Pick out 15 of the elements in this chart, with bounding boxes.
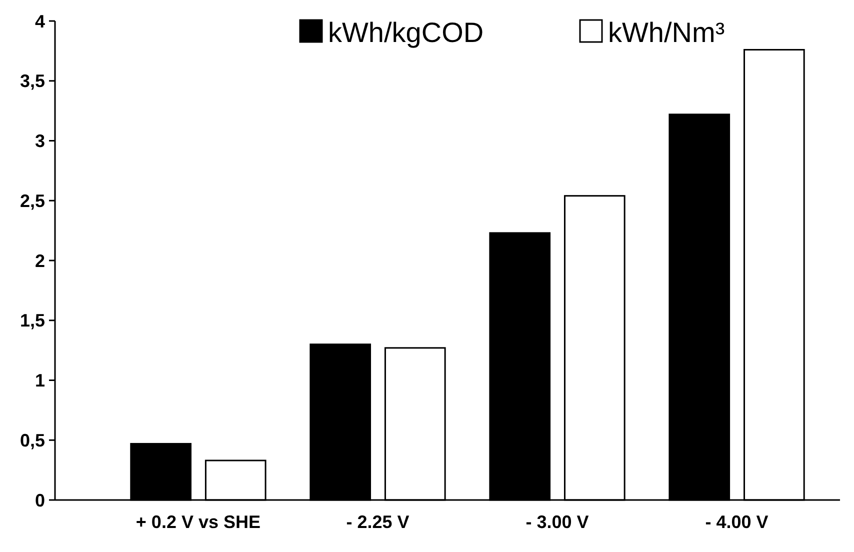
y-tick-label: 1 [34,370,45,391]
y-tick-label: 0,5 [20,430,45,450]
x-tick-label: - 3.00 V [526,512,589,532]
x-tick-label: - 4.00 V [705,512,768,532]
x-tick-label: + 0.2 V vs SHE [136,512,261,532]
y-tick-label: 0 [34,490,45,510]
legend-label: kWh/kgCOD [328,17,484,48]
y-tick-label: 3,5 [20,71,45,92]
y-tick-label: 2,5 [20,190,45,211]
legend-label: kWh/Nm³ [608,17,725,48]
y-tick-label: 2 [34,250,45,271]
y-tick-label: 4 [34,11,45,32]
y-tick-label: 1,5 [20,310,45,331]
y-tick-label: 3 [34,131,45,152]
x-tick-label: - 2.25 V [346,512,410,532]
